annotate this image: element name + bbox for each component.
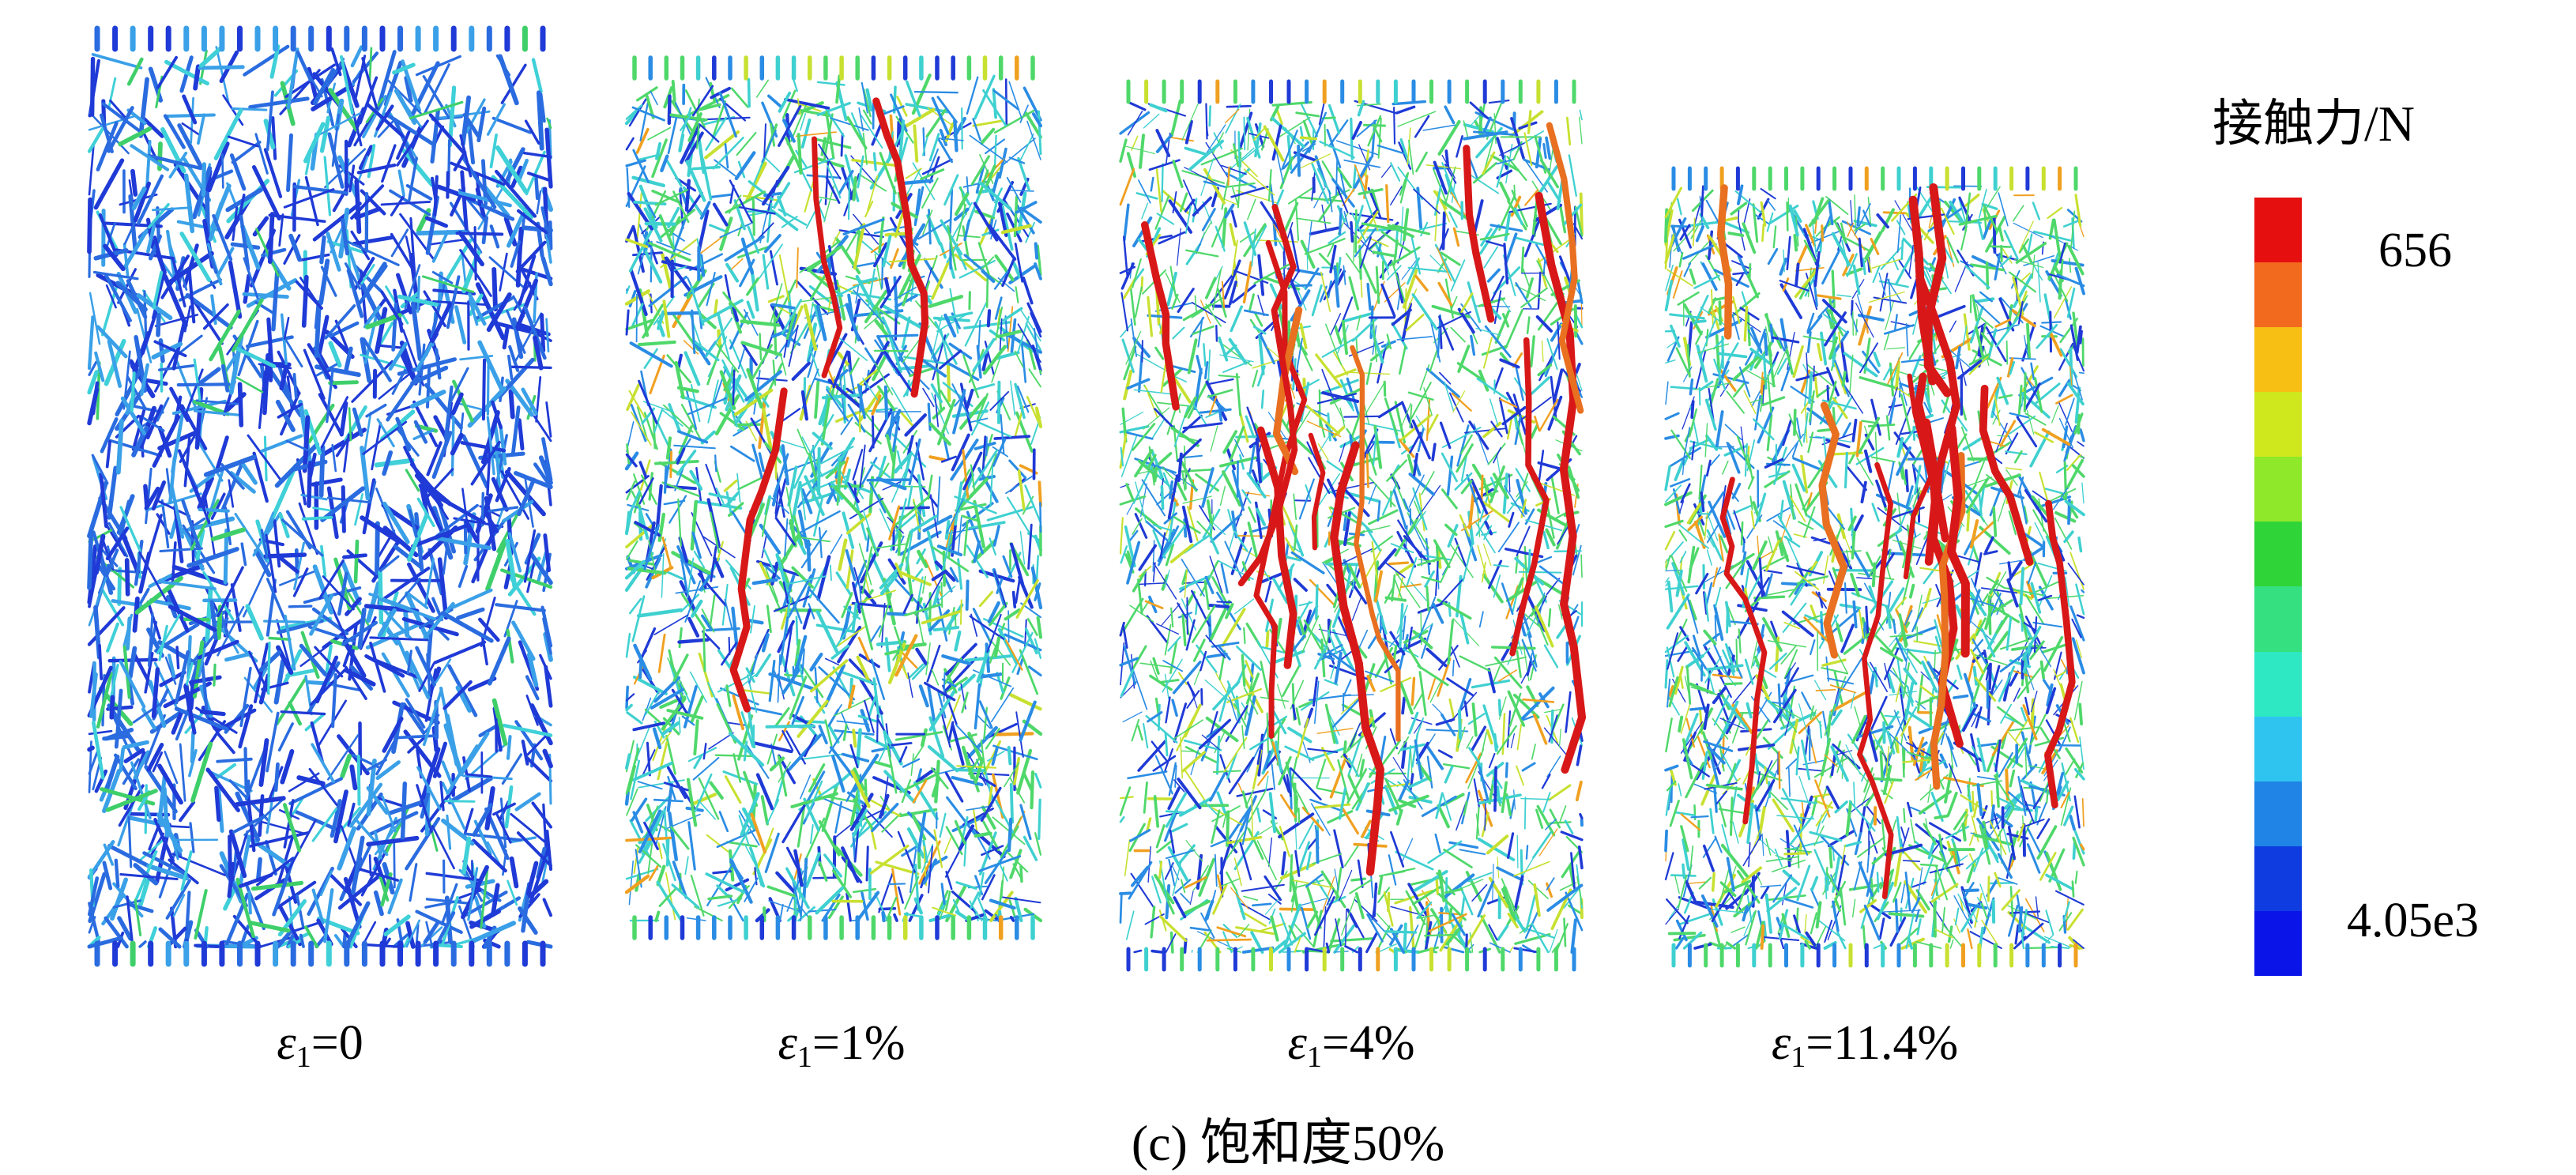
strain-subscript: 1: [797, 1041, 812, 1074]
specimen-panel-3: [1106, 75, 1596, 976]
colorbar: [2254, 198, 2302, 976]
strain-subscript: 1: [1791, 1041, 1806, 1074]
colorbar-swatch: [2254, 652, 2302, 717]
force-chain-network-3: [1106, 75, 1596, 976]
strain-eq: =: [311, 1016, 339, 1070]
strain-subscript: 1: [296, 1041, 311, 1074]
strain-caption-3: ε1=4%: [1248, 1015, 1454, 1075]
strain-symbol: ε: [778, 1016, 797, 1070]
strain-caption-1: ε1=0: [229, 1015, 411, 1075]
strain-symbol: ε: [277, 1016, 296, 1070]
colorbar-min-label: 4.05e3: [2347, 893, 2479, 949]
strain-subscript: 1: [1307, 1041, 1322, 1074]
colorbar-swatch: [2254, 717, 2302, 781]
colorbar-swatch: [2254, 457, 2302, 522]
colorbar-title: 接触力/N: [2213, 83, 2415, 156]
strain-eq: =: [812, 1016, 840, 1070]
colorbar-swatch: [2254, 586, 2302, 651]
specimen-panel-4: [1651, 162, 2098, 972]
colorbar-swatch: [2254, 781, 2302, 846]
strain-caption-4: ε1=11.4%: [1731, 1015, 1999, 1075]
specimen-panel-1: [75, 22, 565, 970]
colorbar-swatch: [2254, 262, 2302, 327]
strain-value: 0: [339, 1016, 363, 1070]
strain-value: 11.4%: [1833, 1016, 1958, 1070]
colorbar-swatch: [2254, 911, 2302, 976]
colorbar-swatch: [2254, 846, 2302, 911]
colorbar-max-label: 656: [2378, 223, 2452, 279]
colorbar-swatch: [2254, 327, 2302, 392]
strain-value: 1%: [840, 1016, 906, 1070]
colorbar-swatch: [2254, 392, 2302, 457]
strain-value: 4%: [1350, 1016, 1415, 1070]
figure-caption: (c) 饱和度50%: [0, 1102, 2576, 1175]
specimen-panel-2: [612, 51, 1055, 944]
colorbar-swatch: [2254, 522, 2302, 586]
colorbar-swatch: [2254, 198, 2302, 262]
force-chain-network-1: [75, 22, 565, 970]
force-chain-network-2: [612, 51, 1055, 944]
strain-symbol: ε: [1772, 1016, 1791, 1070]
strain-caption-2: ε1=1%: [739, 1015, 944, 1075]
force-chain-network-4: [1651, 162, 2098, 972]
strain-eq: =: [1806, 1016, 1833, 1070]
strain-symbol: ε: [1287, 1016, 1306, 1070]
strain-eq: =: [1322, 1016, 1350, 1070]
